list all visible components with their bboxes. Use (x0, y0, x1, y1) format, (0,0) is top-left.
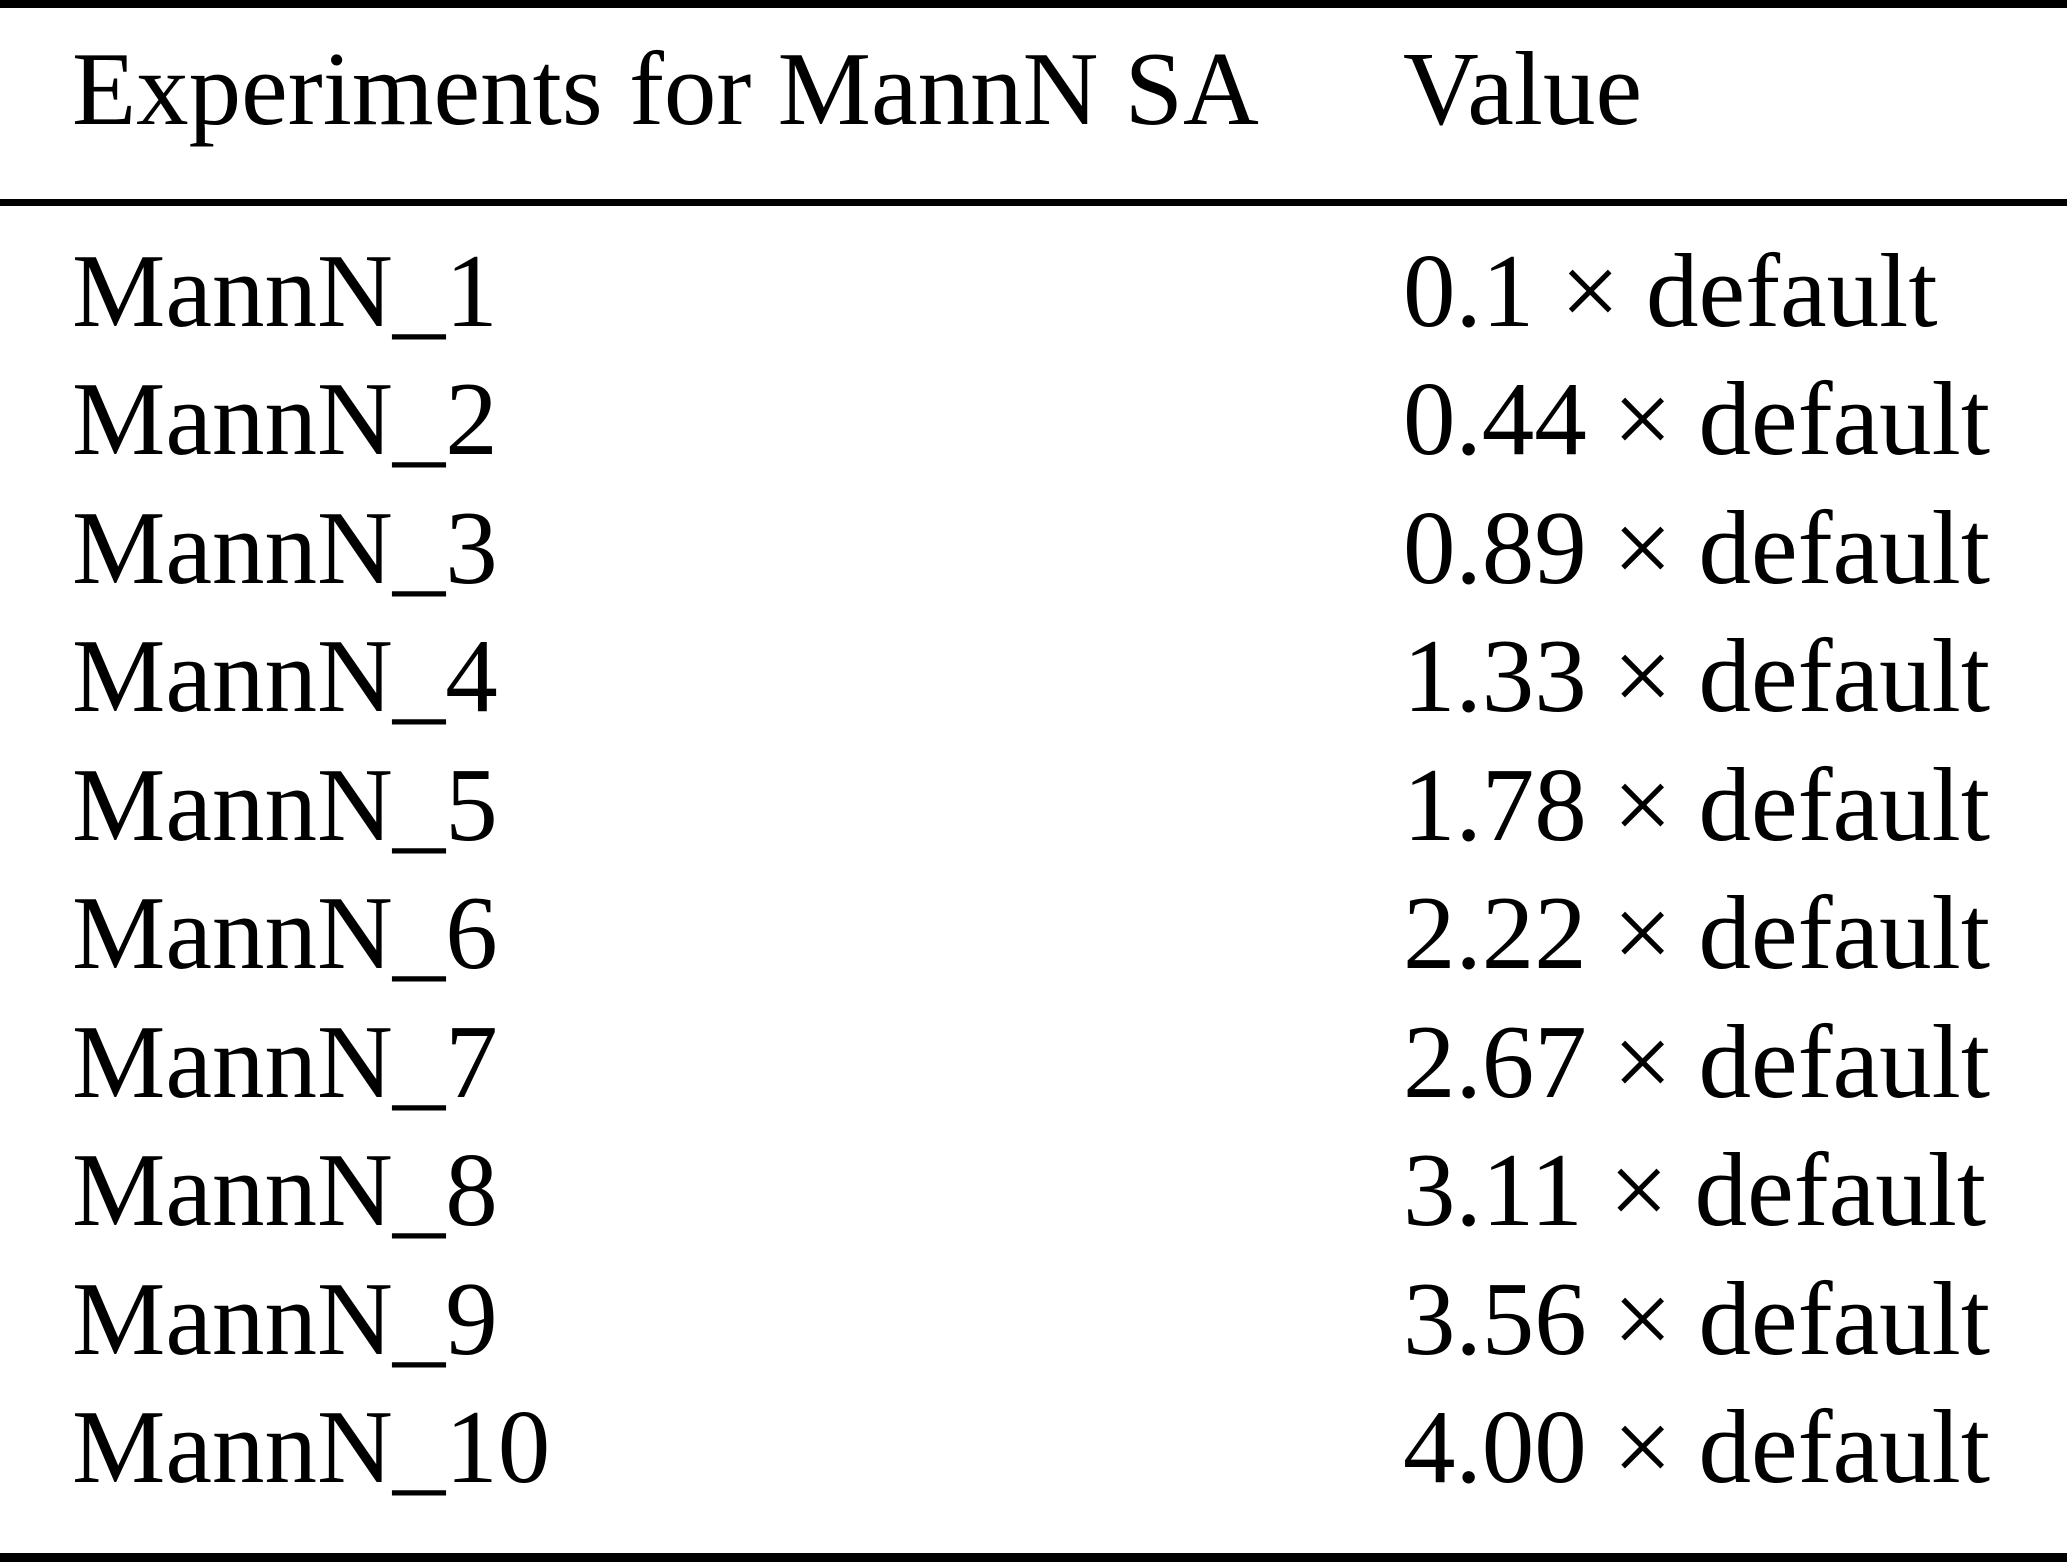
table-row: MannN_2 0.44 × default (0, 366, 2067, 484)
header-divider-rule (0, 199, 2067, 206)
table-row: MannN_8 3.11 × default (0, 1137, 2067, 1255)
table-row: MannN_5 1.78 × default (0, 752, 2067, 870)
column-header-experiments: Experiments for MannN SA (72, 30, 1259, 147)
experiment-cell: MannN_7 (72, 1003, 498, 1120)
value-cell: 2.67 × default (1403, 1003, 1990, 1120)
table-row: MannN_1 0.1 × default (0, 238, 2067, 356)
experiment-cell: MannN_5 (72, 746, 498, 863)
experiment-cell: MannN_4 (72, 617, 498, 734)
table-row: MannN_10 4.00 × default (0, 1394, 2067, 1512)
experiment-cell: MannN_1 (72, 232, 498, 349)
value-cell: 0.44 × default (1403, 360, 1990, 477)
table-row: MannN_6 2.22 × default (0, 880, 2067, 998)
value-cell: 1.78 × default (1403, 746, 1990, 863)
table-header-row: Experiments for MannN SA Value (0, 36, 2067, 154)
value-cell: 2.22 × default (1403, 874, 1990, 991)
table-row: MannN_3 0.89 × default (0, 495, 2067, 613)
value-cell: 0.89 × default (1403, 489, 1990, 606)
value-cell: 3.11 × default (1403, 1131, 1987, 1248)
value-cell: 4.00 × default (1403, 1388, 1990, 1505)
value-cell: 3.56 × default (1403, 1260, 1990, 1377)
top-rule (0, 0, 2067, 8)
experiment-cell: MannN_8 (72, 1131, 498, 1248)
bottom-rule (0, 1553, 2067, 1562)
table-row: MannN_9 3.56 × default (0, 1266, 2067, 1384)
experiment-cell: MannN_2 (72, 360, 498, 477)
column-header-value: Value (1403, 30, 1643, 147)
value-cell: 0.1 × default (1403, 232, 1938, 349)
experiment-cell: MannN_6 (72, 874, 498, 991)
value-cell: 1.33 × default (1403, 617, 1990, 734)
table-row: MannN_7 2.67 × default (0, 1009, 2067, 1127)
experiment-cell: MannN_3 (72, 489, 498, 606)
table-row: MannN_4 1.33 × default (0, 623, 2067, 741)
experiment-cell: MannN_10 (72, 1388, 551, 1505)
experiment-cell: MannN_9 (72, 1260, 498, 1377)
